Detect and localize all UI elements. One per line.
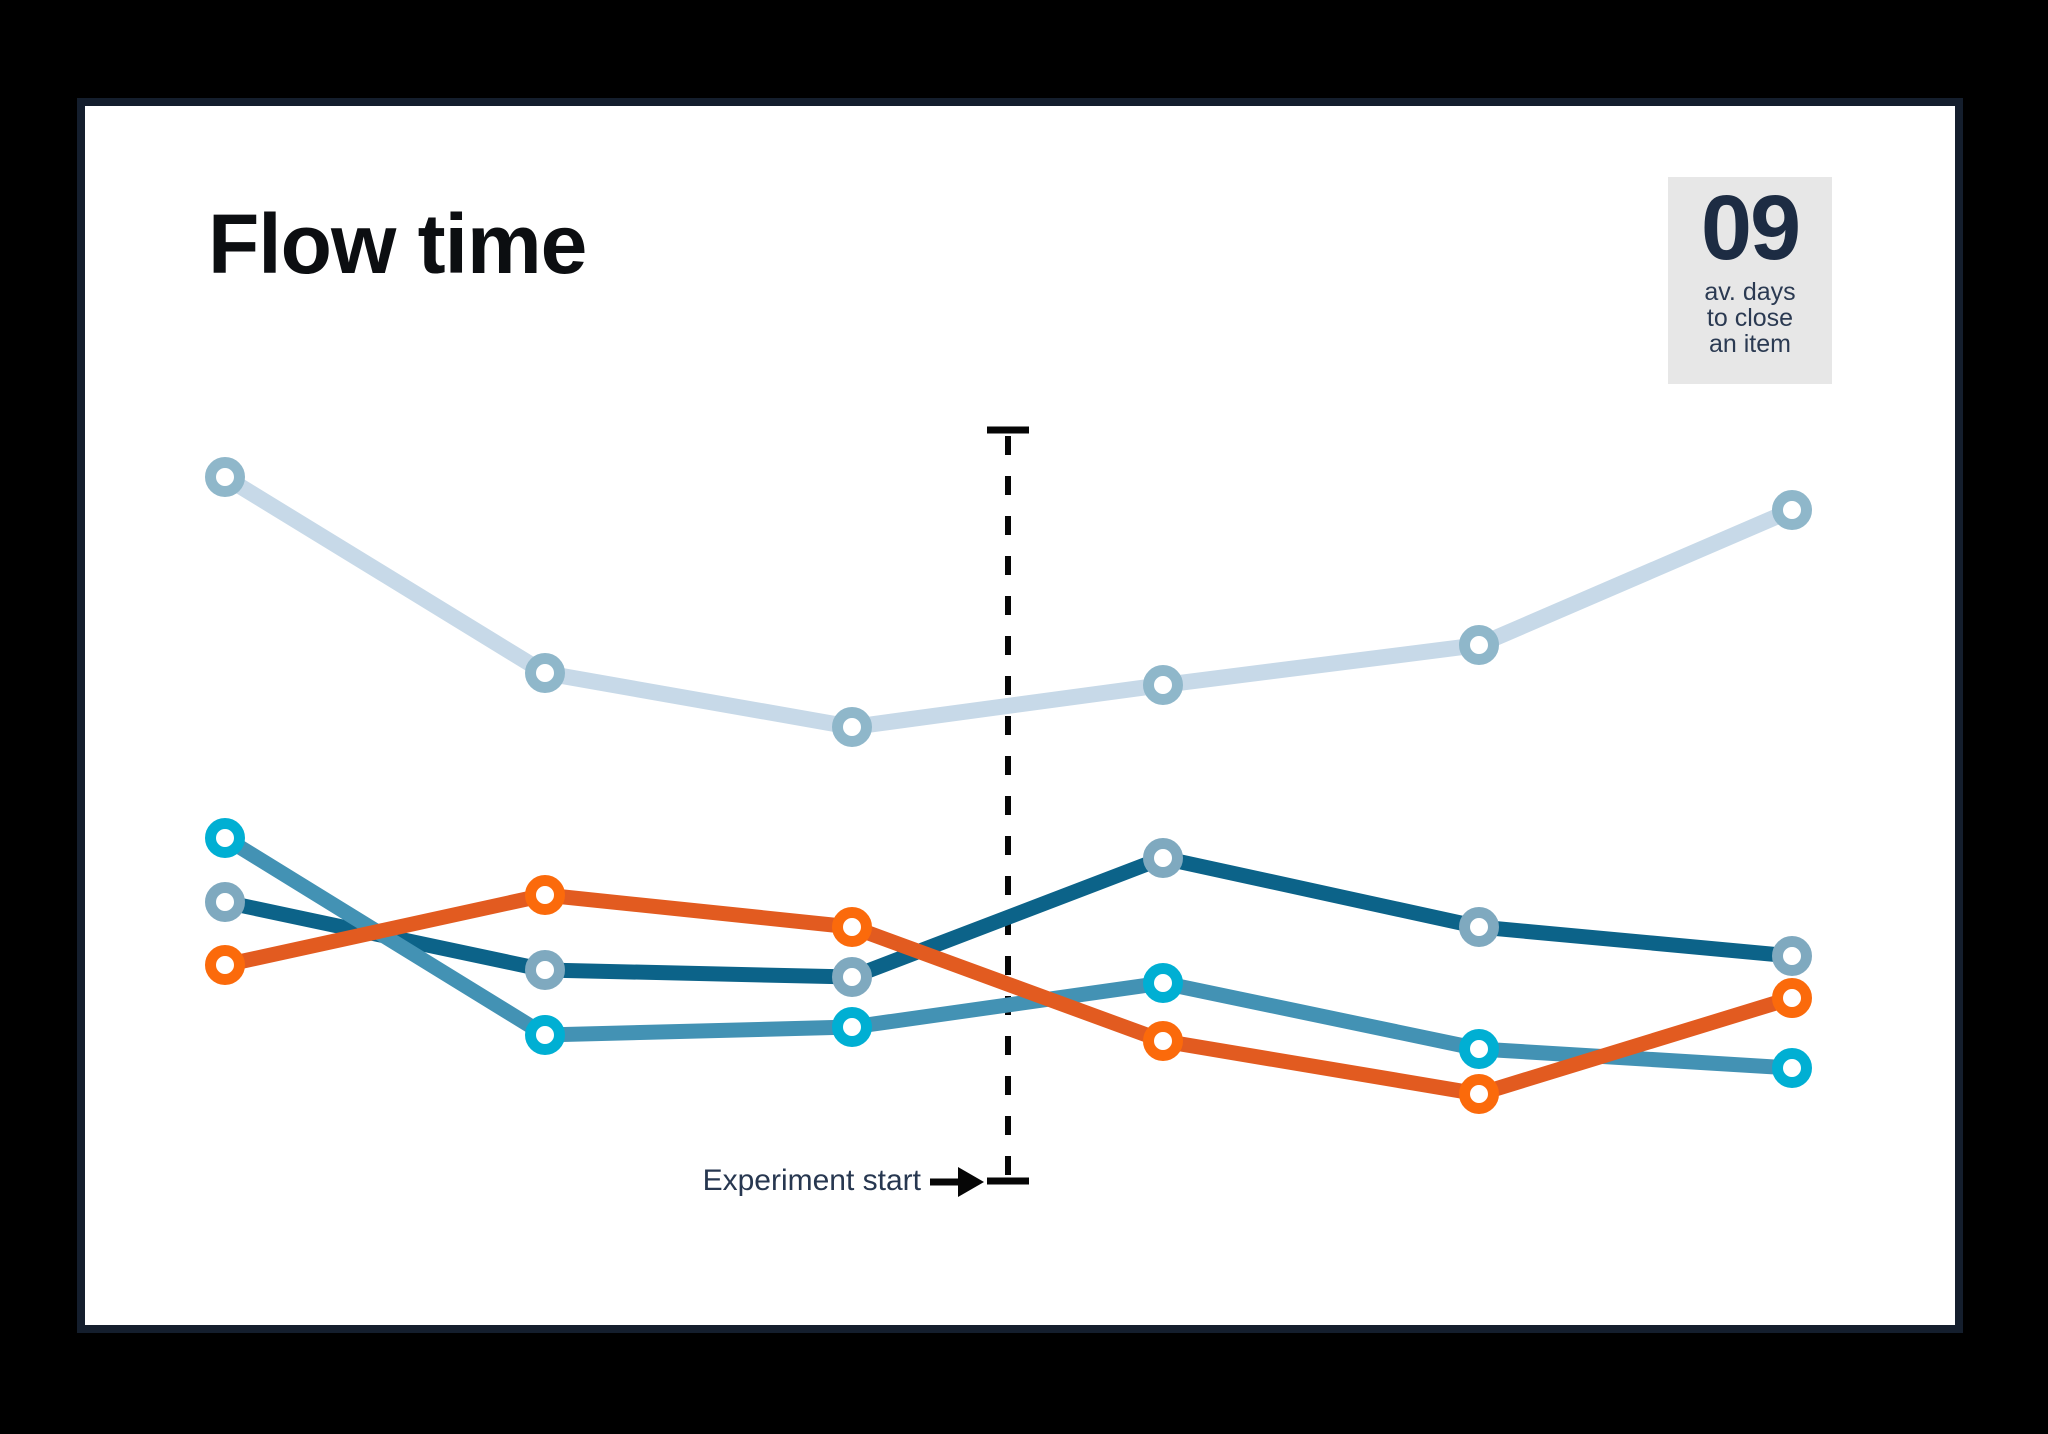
series-baseline-light-blue-line xyxy=(220,470,1796,736)
series-medium-blue-marker xyxy=(205,818,245,858)
kpi-value: 09 xyxy=(1700,177,1801,279)
kpi-label-line-1: av. days xyxy=(1704,278,1796,307)
series-orange-marker xyxy=(1772,978,1812,1018)
series-orange-marker xyxy=(1143,1021,1183,1061)
page-title: Flow time xyxy=(208,197,587,291)
series-dark-blue-line xyxy=(223,850,1793,985)
series-baseline-light-blue-marker xyxy=(1772,490,1812,530)
experiment-arrow-head xyxy=(958,1167,984,1197)
series-baseline-light-blue-marker xyxy=(832,707,872,747)
flow-time-card xyxy=(77,98,1963,1333)
series-dark-blue-marker xyxy=(1143,838,1183,878)
series-medium-blue-marker xyxy=(1772,1048,1812,1088)
series-orange-marker xyxy=(525,875,565,915)
series-baseline-light-blue-marker xyxy=(205,457,245,497)
series-medium-blue-marker xyxy=(832,1007,872,1047)
series-baseline-light-blue-marker xyxy=(1459,625,1499,665)
experiment-start-label: Experiment start xyxy=(702,1164,921,1197)
kpi-label-line-2: to close xyxy=(1706,304,1794,333)
series-dark-blue-marker xyxy=(525,950,565,990)
series-baseline-light-blue-marker xyxy=(1143,665,1183,705)
series-medium-blue-marker xyxy=(1143,963,1183,1003)
series-medium-blue-line xyxy=(221,831,1793,1076)
kpi-label-line-3: an item xyxy=(1709,330,1791,359)
kpi-label: av. days to close an item xyxy=(1704,279,1795,357)
series-orange-line xyxy=(223,887,1795,1102)
series-dark-blue-marker xyxy=(832,957,872,997)
series-dark-blue-marker xyxy=(1772,936,1812,976)
series-baseline-light-blue-marker xyxy=(525,653,565,693)
series-orange-marker xyxy=(205,945,245,985)
kpi-badge: 09 av. days to close an item xyxy=(1668,177,1832,384)
series-medium-blue-marker xyxy=(525,1015,565,1055)
series-orange-marker xyxy=(832,907,872,947)
series-orange-marker xyxy=(1459,1074,1499,1114)
series-dark-blue-marker xyxy=(205,882,245,922)
series-dark-blue-marker xyxy=(1459,907,1499,947)
series-medium-blue-marker xyxy=(1459,1029,1499,1069)
